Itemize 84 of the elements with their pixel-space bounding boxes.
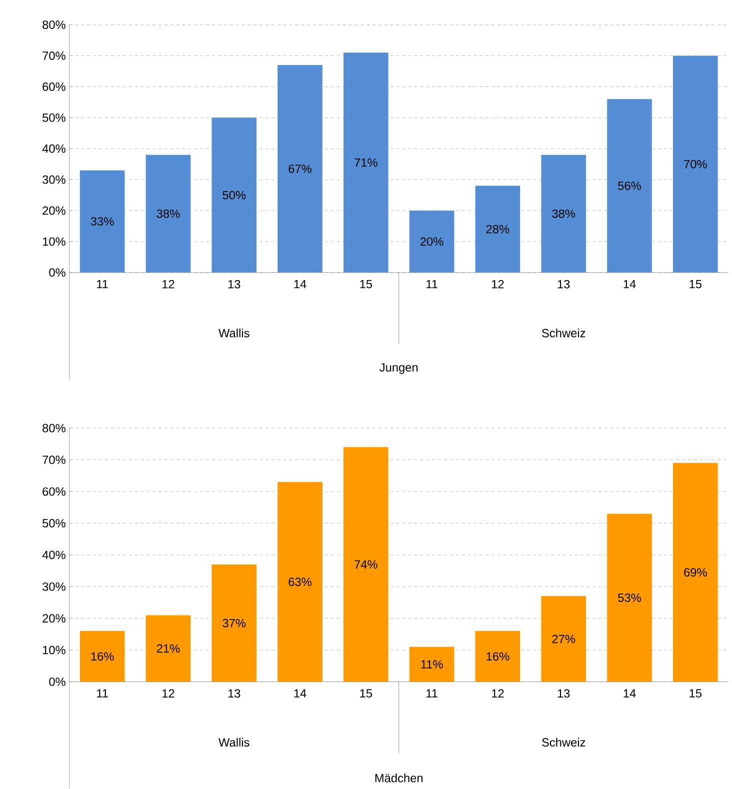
x-tick-label: 12 xyxy=(492,280,504,288)
data-label: 56% xyxy=(618,182,641,190)
y-tick-label: 30% xyxy=(42,582,66,591)
bar xyxy=(541,596,586,682)
x-tick-label: 13 xyxy=(558,280,570,288)
bar xyxy=(212,564,256,682)
y-tick-label: 0% xyxy=(48,678,66,686)
x-tick-label: 11 xyxy=(426,689,438,698)
bar xyxy=(672,462,718,682)
data-label: 38% xyxy=(552,209,575,218)
bar xyxy=(672,56,718,273)
bar xyxy=(343,52,388,273)
x-tick-label: 14 xyxy=(294,689,306,698)
y-tick-label: 20% xyxy=(42,206,66,215)
data-label: 74% xyxy=(354,560,378,569)
text: Wallis xyxy=(218,738,250,747)
x-tick-label: 15 xyxy=(690,280,702,288)
y-tick-label: 60% xyxy=(42,487,66,496)
x-tick-label: 13 xyxy=(228,280,240,288)
data-label: 33% xyxy=(90,217,114,226)
x-tick-label: 11 xyxy=(96,280,108,288)
x-tick-label: 12 xyxy=(162,689,174,698)
bar xyxy=(409,646,454,682)
bar xyxy=(475,186,520,273)
y-tick-label: 20% xyxy=(42,614,66,623)
bar xyxy=(146,154,190,273)
bar xyxy=(541,154,586,273)
bar xyxy=(80,170,125,273)
y-tick-label: 80% xyxy=(42,424,66,432)
data-label: 27% xyxy=(552,634,575,644)
bar xyxy=(277,65,322,273)
bar xyxy=(146,615,190,682)
y-tick-label: 80% xyxy=(42,20,66,29)
x-tick-label: 15 xyxy=(360,689,372,698)
data-label: 16% xyxy=(91,652,114,661)
x-tick-label: 15 xyxy=(690,689,702,698)
text: Schweiz xyxy=(542,738,585,747)
x-axis-title: Mädchen xyxy=(375,774,422,782)
y-tick-label: 10% xyxy=(42,237,66,246)
x-tick-label: 11 xyxy=(426,280,438,288)
text: Wallis xyxy=(218,328,250,338)
bar xyxy=(212,118,256,273)
y-tick-label: 50% xyxy=(42,113,66,122)
text: Schweiz xyxy=(542,328,585,338)
bar xyxy=(475,631,520,682)
x-tick-label: 15 xyxy=(360,280,372,288)
x-tick-label: 14 xyxy=(624,280,636,288)
y-tick-label: 40% xyxy=(42,144,66,153)
bar xyxy=(343,447,388,682)
data-label: 37% xyxy=(222,618,246,628)
data-label: 67% xyxy=(288,164,312,173)
y-tick-label: 30% xyxy=(42,175,66,184)
bar xyxy=(277,482,322,682)
data-label: 20% xyxy=(420,237,444,246)
data-label: 38% xyxy=(156,209,180,218)
data-label: 70% xyxy=(684,160,707,168)
y-tick-label: 70% xyxy=(42,52,66,60)
y-tick-label: 40% xyxy=(42,550,66,560)
x-tick-label: 12 xyxy=(162,280,174,288)
y-tick-label: 70% xyxy=(42,456,66,464)
data-label: 21% xyxy=(156,644,180,653)
bar xyxy=(409,210,454,273)
bar xyxy=(606,514,652,682)
data-label: 63% xyxy=(288,578,312,586)
data-label: 16% xyxy=(486,652,510,661)
y-tick-label: 60% xyxy=(42,82,66,91)
x-tick-label: 13 xyxy=(558,689,570,698)
x-tick-label: 14 xyxy=(624,689,636,698)
bar xyxy=(606,99,652,273)
data-label: 69% xyxy=(684,568,707,577)
y-tick-label: 0% xyxy=(48,268,66,277)
y-tick-label: 10% xyxy=(42,646,66,654)
bar xyxy=(80,631,125,682)
x-tick-label: 11 xyxy=(96,689,108,698)
data-label: 50% xyxy=(222,190,246,200)
x-axis-title: Jungen xyxy=(379,363,418,374)
y-tick-label: 50% xyxy=(42,519,66,528)
data-label: 11% xyxy=(421,660,443,668)
data-label: 28% xyxy=(486,224,510,234)
x-tick-label: 13 xyxy=(228,689,240,698)
data-label: 53% xyxy=(618,594,641,602)
data-label: 71% xyxy=(354,158,378,167)
x-tick-label: 14 xyxy=(294,280,306,288)
x-tick-label: 12 xyxy=(492,689,504,698)
